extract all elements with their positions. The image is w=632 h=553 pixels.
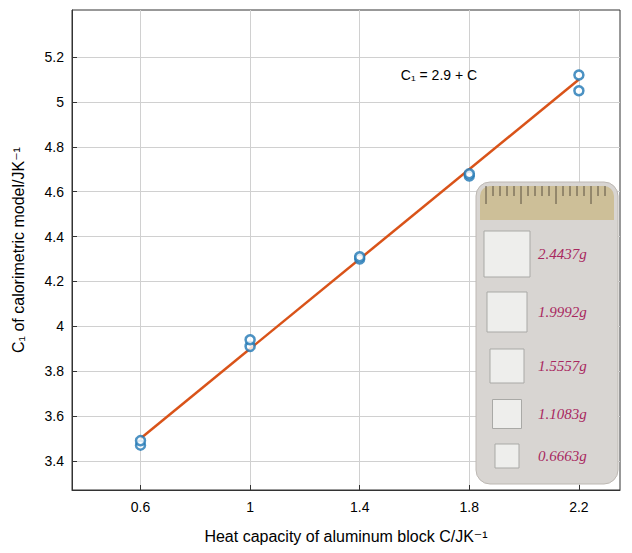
svg-text:3.8: 3.8	[45, 363, 65, 379]
svg-text:4.8: 4.8	[45, 139, 65, 155]
svg-text:5: 5	[56, 94, 64, 110]
svg-text:5.2: 5.2	[45, 49, 65, 65]
svg-text:1: 1	[246, 499, 254, 515]
svg-text:2.2: 2.2	[569, 499, 589, 515]
svg-text:1.9992g: 1.9992g	[538, 304, 587, 320]
svg-text:3.6: 3.6	[45, 408, 65, 424]
svg-text:4.4: 4.4	[45, 229, 65, 245]
svg-text:1.4: 1.4	[350, 499, 370, 515]
svg-text:1.5557g: 1.5557g	[538, 358, 587, 374]
svg-text:1.1083g: 1.1083g	[538, 406, 587, 422]
svg-text:0.6663g: 0.6663g	[538, 448, 587, 464]
svg-text:1.8: 1.8	[460, 499, 480, 515]
svg-text:C₁ = 2.9 + C: C₁ = 2.9 + C	[401, 67, 477, 83]
svg-text:4.2: 4.2	[45, 273, 65, 289]
svg-text:Heat capacity of aluminum bloc: Heat capacity of aluminum block C/JK⁻¹	[204, 528, 487, 545]
svg-text:C₁ of calorimetric model/JK⁻¹: C₁ of calorimetric model/JK⁻¹	[10, 147, 27, 353]
svg-text:4: 4	[56, 318, 64, 334]
svg-text:0.6: 0.6	[131, 499, 151, 515]
svg-text:2.4437g: 2.4437g	[538, 246, 587, 262]
svg-text:4.6: 4.6	[45, 184, 65, 200]
svg-text:3.4: 3.4	[45, 453, 65, 469]
